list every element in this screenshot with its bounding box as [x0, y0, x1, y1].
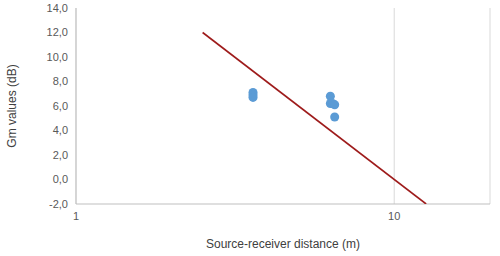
svg-text:14,0: 14,0 — [47, 2, 68, 14]
svg-text:0,0: 0,0 — [53, 173, 68, 185]
svg-text:Source-receiver distance (m): Source-receiver distance (m) — [206, 237, 360, 251]
svg-text:6,0: 6,0 — [53, 100, 68, 112]
svg-text:2,0: 2,0 — [53, 149, 68, 161]
svg-text:10,0: 10,0 — [47, 51, 68, 63]
svg-text:10: 10 — [388, 210, 400, 222]
svg-text:8,0: 8,0 — [53, 75, 68, 87]
svg-text:12,0: 12,0 — [47, 26, 68, 38]
svg-text:Gm values (dB): Gm values (dB) — [8, 64, 19, 147]
svg-text:1: 1 — [73, 210, 79, 222]
svg-text:-2,0: -2,0 — [49, 198, 68, 210]
svg-text:4,0: 4,0 — [53, 124, 68, 136]
